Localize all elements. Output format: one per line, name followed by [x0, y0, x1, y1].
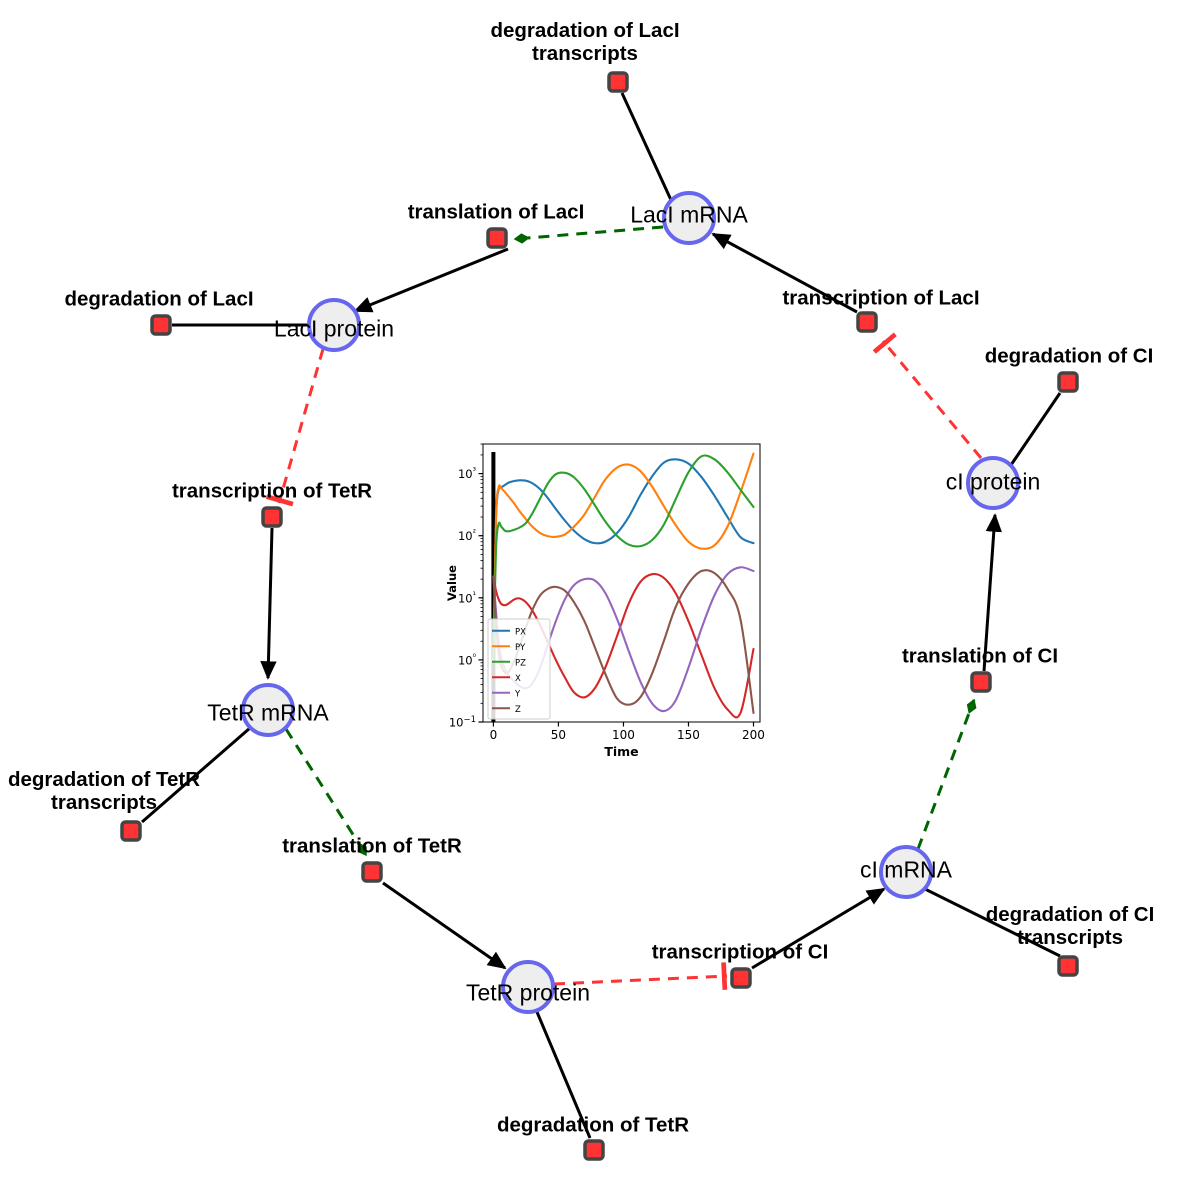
species-node-ci-mrna[interactable]	[879, 845, 933, 899]
edge-ciprot-transcrlaci-inhibition	[872, 332, 983, 459]
edge-lacimrna-deglacitr	[620, 92, 673, 201]
svg-text:Z: Z	[515, 705, 521, 715]
svg-text:PX: PX	[515, 627, 526, 637]
edge-tetrprot-degtetr	[535, 1011, 592, 1139]
svg-text:PY: PY	[515, 643, 526, 653]
inset-timecourse-chart: 10−1 10⁰ 10¹ 10² 10³ 0 50 100 150 200 Time Value PX P…	[444, 438, 780, 760]
svg-text:Y: Y	[514, 689, 521, 699]
reaction-node-translation-tetr[interactable]	[361, 861, 383, 883]
edge-tetrmrna-transltetr-modifier	[284, 728, 368, 857]
species-node-tetr-mrna[interactable]	[241, 683, 295, 737]
svg-text:PZ: PZ	[515, 658, 526, 668]
chart-plot-area: 10−1 10⁰ 10¹ 10² 10³ 0 50 100 150 200 Time Value PX P…	[445, 443, 765, 759]
svg-text:10−1: 10−1	[449, 715, 476, 730]
reaction-node-translation-ci[interactable]	[970, 671, 992, 693]
reaction-node-transcription-ci[interactable]	[730, 967, 752, 989]
species-node-laci-mrna[interactable]	[662, 191, 716, 245]
edge-cimrna-translci-modifier	[916, 698, 977, 850]
svg-text:10²: 10²	[458, 529, 476, 544]
reaction-node-degradation-tetr[interactable]	[583, 1139, 605, 1161]
species-node-laci-protein[interactable]	[307, 298, 361, 352]
edge-laciprot-transcrtetr-inhibition	[265, 348, 325, 507]
svg-text:X: X	[515, 674, 521, 684]
svg-text:150: 150	[677, 728, 700, 742]
edge-transcrci-cimrna	[751, 887, 886, 970]
edge-transcrlaci-lacimrna	[711, 232, 858, 314]
reaction-node-translation-laci[interactable]	[486, 227, 508, 249]
species-node-ci-protein[interactable]	[966, 456, 1020, 510]
edge-ciprot-degci	[1009, 392, 1062, 466]
reaction-node-deg-laci-transcripts[interactable]	[607, 71, 629, 93]
svg-text:10⁰: 10⁰	[458, 653, 477, 668]
svg-text:50: 50	[551, 728, 566, 742]
edge-lacimrna-translaci-modifier	[513, 225, 664, 244]
svg-text:0: 0	[490, 728, 498, 742]
edge-cimrna-degcitr	[924, 887, 1061, 958]
reaction-node-transcription-laci[interactable]	[856, 311, 878, 333]
reaction-node-deg-tetr-transcripts[interactable]	[120, 820, 142, 842]
edge-translaci-laciprot	[353, 247, 509, 313]
reaction-node-deg-ci-transcripts[interactable]	[1057, 955, 1079, 977]
svg-text:100: 100	[612, 728, 635, 742]
svg-text:10³: 10³	[458, 467, 476, 482]
edge-tetrmrna-degtetrtr	[141, 726, 251, 824]
svg-text:10¹: 10¹	[458, 591, 476, 606]
reaction-node-degradation-laci[interactable]	[150, 314, 172, 336]
edge-transltetr-tetrprot	[382, 881, 507, 970]
svg-text:Time: Time	[604, 744, 638, 759]
svg-text:Value: Value	[445, 565, 459, 601]
species-node-tetr-protein[interactable]	[501, 960, 555, 1014]
edge-translci-ciprot	[982, 513, 1002, 672]
edge-tetrprot-transcrci-inhibition	[553, 962, 728, 990]
node-layer	[120, 71, 1079, 1161]
reaction-node-transcription-tetr[interactable]	[261, 506, 283, 528]
svg-text:200: 200	[742, 728, 765, 742]
edge-layer	[141, 92, 1062, 1139]
reaction-node-degradation-ci[interactable]	[1057, 371, 1079, 393]
edge-transcrtetr-tetrmrna	[260, 527, 277, 680]
